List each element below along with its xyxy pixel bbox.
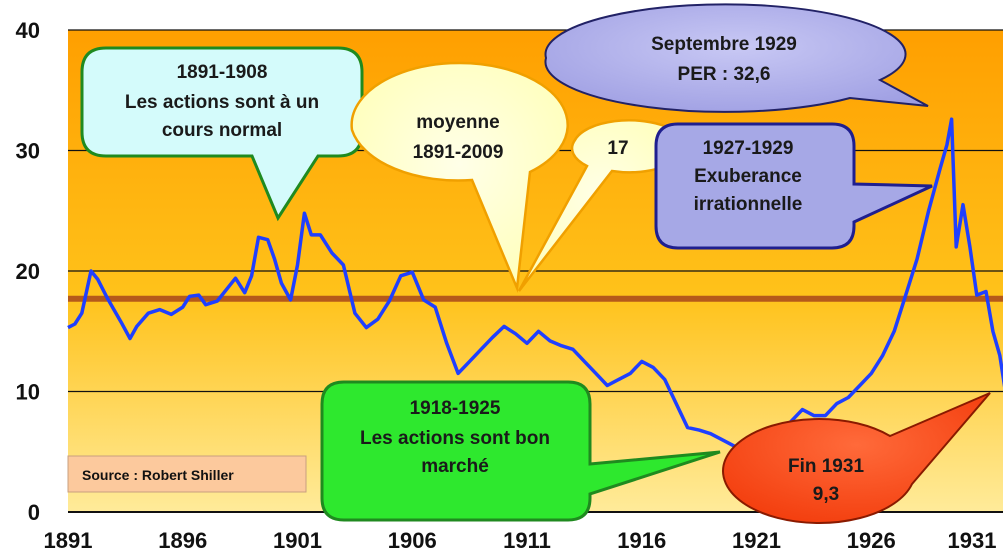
y-tick-label: 40 (16, 18, 40, 43)
callout-end-1931: Fin 1931 9,3 (722, 392, 991, 525)
callout-exuberance-line-2: Exuberance (694, 166, 802, 187)
callout-normal-line-1: 1891-1908 (177, 62, 268, 83)
x-tick-label: 1901 (273, 528, 322, 553)
y-tick-label: 0 (28, 500, 40, 525)
callout-fin-line-2: 9,3 (813, 484, 839, 505)
callout-exuberance: 1927-1929 Exuberance irrationnelle (654, 122, 933, 250)
callout-mean-line-2: 1891-2009 (413, 142, 504, 163)
callout-fin-line-1: Fin 1931 (788, 456, 864, 477)
x-tick-label: 1911 (503, 528, 551, 553)
callout-exuberance-line-1: 1927-1929 (703, 138, 794, 159)
callout-mean-line-1: moyenne (416, 112, 499, 133)
callout-normal-line-2: Les actions sont à un (125, 92, 319, 113)
callout-sept-line-1: Septembre 1929 (651, 34, 797, 55)
callout-normal-price: 1891-1908 Les actions sont à un cours no… (80, 46, 364, 222)
pe-ratio-line (67, 117, 1003, 455)
x-tick-label: 1906 (388, 528, 437, 553)
y-tick-label: 20 (16, 259, 40, 284)
y-axis: 0 10 20 30 40 (16, 18, 40, 525)
callout-mean-value-text: 17 (607, 138, 628, 159)
x-tick-label: 1921 (732, 528, 781, 553)
x-tick-label: 1926 (847, 528, 896, 553)
x-tick-label: 1916 (617, 528, 666, 553)
callout-cheap-line-2: Les actions sont bon (360, 428, 550, 449)
y-tick-label: 10 (16, 380, 40, 405)
x-tick-label: 1891 (44, 528, 93, 553)
x-tick-label: 1931 (948, 528, 997, 553)
callout-sept-line-2: PER : 32,6 (678, 64, 771, 85)
callout-cheap-line-1: 1918-1925 (410, 398, 501, 419)
callout-september-1929: Septembre 1929 PER : 32,6 (544, 3, 929, 113)
y-tick-label: 30 (16, 139, 40, 164)
x-axis: 1891 1896 1901 1906 1911 1916 1921 1926 1931 (44, 528, 997, 553)
callout-exuberance-line-3: irrationnelle (694, 194, 803, 215)
callout-cheap-line-3: marché (421, 456, 489, 477)
x-tick-label: 1896 (158, 528, 207, 553)
source-box: Source : Robert Shiller (67, 455, 307, 493)
source-text: Source : Robert Shiller (82, 467, 234, 483)
callout-cheap-stocks: 1918-1925 Les actions sont bon marché (320, 380, 721, 522)
callout-mean-period: moyenne 1891-2009 (350, 61, 569, 293)
callout-normal-line-3: cours normal (162, 120, 282, 141)
